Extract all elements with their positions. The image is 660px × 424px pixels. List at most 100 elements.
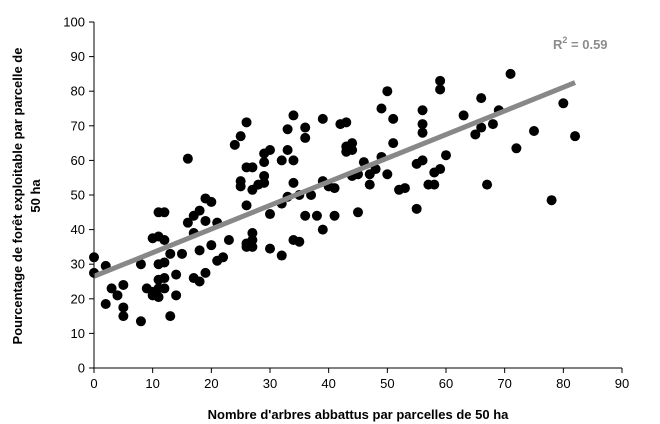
- data-point: [235, 131, 246, 142]
- data-point: [200, 267, 211, 278]
- data-point: [435, 75, 446, 86]
- data-point: [118, 302, 129, 313]
- data-point: [282, 145, 293, 156]
- data-point: [241, 200, 252, 211]
- data-point: [347, 145, 358, 156]
- data-point: [177, 248, 187, 259]
- data-point: [347, 138, 358, 149]
- y-tick-label: 60: [71, 153, 85, 168]
- data-point: [182, 153, 193, 164]
- data-point: [388, 113, 399, 124]
- y-axis-title-line-2: 50 ha: [28, 179, 43, 213]
- data-point: [417, 105, 428, 116]
- y-tick-label: 90: [71, 49, 85, 64]
- data-point: [159, 207, 170, 218]
- data-point: [171, 269, 182, 280]
- data-point: [417, 119, 428, 130]
- data-point: [288, 155, 299, 166]
- data-point: [364, 179, 375, 190]
- data-point: [135, 259, 146, 270]
- x-tick-label: 50: [380, 376, 394, 391]
- x-tick-label: 30: [263, 376, 277, 391]
- y-tick-label: 40: [71, 222, 85, 237]
- data-point: [341, 117, 352, 128]
- data-point: [218, 252, 229, 263]
- y-tick-label: 70: [71, 118, 85, 133]
- data-point: [505, 68, 516, 79]
- y-tick-label: 50: [71, 188, 85, 203]
- data-point: [159, 234, 170, 245]
- data-point: [300, 210, 311, 221]
- data-point: [106, 283, 117, 294]
- x-axis-title: Nombre d'arbres abbattus par parcelles d…: [208, 407, 510, 422]
- data-point: [112, 290, 123, 301]
- y-axis-ticks: 0 10 20 30 40 50 60 70 80 90 100: [63, 15, 94, 376]
- data-point: [382, 169, 393, 180]
- data-point: [118, 311, 129, 322]
- data-point: [388, 138, 399, 149]
- data-point: [259, 157, 270, 168]
- data-point: [265, 209, 275, 220]
- data-point: [311, 210, 322, 221]
- data-point: [171, 290, 182, 301]
- data-point: [276, 155, 287, 166]
- data-point: [247, 162, 258, 173]
- data-point: [153, 292, 164, 303]
- y-axis-title-line-1: Pourcentage de forêt exploitable par par…: [10, 48, 25, 345]
- data-point: [206, 196, 217, 207]
- data-point: [429, 179, 440, 190]
- data-point: [223, 234, 234, 245]
- data-point: [300, 132, 311, 143]
- data-point: [247, 234, 258, 245]
- data-point: [441, 150, 451, 161]
- data-point: [241, 117, 252, 128]
- data-point: [435, 164, 446, 175]
- data-point: [317, 113, 328, 124]
- data-point: [476, 122, 487, 133]
- data-point: [570, 131, 581, 142]
- data-point: [546, 195, 557, 206]
- data-point: [288, 177, 299, 188]
- x-tick-label: 60: [439, 376, 453, 391]
- x-tick-label: 40: [321, 376, 335, 391]
- y-tick-label: 30: [71, 257, 85, 272]
- x-axis-ticks: 0 10 20 30 40 50 60 70 80 90: [90, 368, 629, 391]
- data-point: [259, 177, 270, 188]
- data-point: [182, 217, 193, 228]
- data-point: [376, 103, 387, 114]
- data-point: [435, 84, 446, 95]
- x-tick-label: 80: [556, 376, 570, 391]
- data-point: [282, 124, 293, 135]
- y-tick-label: 80: [71, 84, 85, 99]
- data-point: [511, 143, 522, 154]
- data-point: [482, 179, 493, 190]
- data-point: [165, 311, 176, 322]
- data-point: [159, 283, 170, 294]
- x-tick-label: 10: [145, 376, 159, 391]
- data-point: [300, 122, 311, 133]
- data-point: [458, 110, 469, 121]
- data-point: [417, 127, 428, 138]
- data-point: [470, 129, 481, 140]
- x-tick-label: 70: [497, 376, 511, 391]
- data-point: [229, 139, 240, 150]
- data-point: [118, 279, 129, 290]
- data-point: [288, 110, 299, 121]
- data-point: [529, 125, 539, 136]
- y-tick-label: 20: [71, 291, 85, 306]
- data-point: [100, 298, 111, 309]
- data-point: [194, 245, 205, 256]
- x-tick-label: 0: [90, 376, 97, 391]
- data-point: [382, 86, 393, 97]
- data-point: [265, 145, 275, 156]
- r-squared-label: R2 = 0.59: [553, 35, 608, 52]
- data-point: [194, 205, 205, 216]
- data-point: [487, 119, 498, 130]
- data-point: [206, 240, 217, 251]
- y-tick-label: 0: [78, 361, 85, 376]
- data-point: [353, 207, 363, 218]
- data-point: [235, 181, 246, 192]
- x-tick-label: 90: [615, 376, 629, 391]
- data-point: [247, 241, 258, 252]
- data-point: [200, 215, 211, 226]
